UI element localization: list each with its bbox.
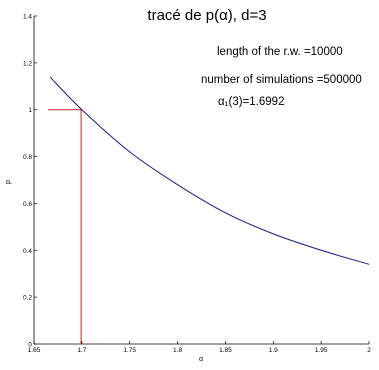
y-tick-label: 0.6 [23, 201, 32, 208]
x-tick-label: 1.9 [269, 347, 278, 354]
x-tick-label: 1.75 [123, 347, 136, 354]
plot-area [33, 16, 369, 345]
y-tick-label: 1 [28, 107, 32, 114]
y-axis-label: p [5, 180, 12, 184]
x-tick-label: 1.7 [77, 347, 86, 354]
y-tick-label: 0 [28, 342, 32, 349]
y-tick-label: 1.2 [23, 60, 32, 67]
x-tick-label: 1.65 [28, 347, 41, 354]
y-tick-label: 0.4 [23, 248, 32, 255]
x-tick-label: 2 [367, 347, 371, 354]
x-tick-label: 1.95 [315, 347, 328, 354]
y-tick-label: 1.4 [23, 14, 32, 21]
chart-title: tracé de p(α), d=3 [147, 7, 266, 24]
annotation-walk-length: length of the r.w. =10000 [217, 46, 343, 58]
axis-ticks: 1.65 1.7 1.75 1.8 1.85 1.9 1.95 2 0 0.2 0.4 0.6 0.8 1… [23, 14, 371, 355]
y-tick-label: 0.2 [23, 295, 32, 302]
annotation-alpha-value: α₁(3)=1.6992 [218, 96, 284, 108]
reference-lines [48, 109, 82, 344]
y-tick-label: 0.8 [23, 154, 32, 161]
x-tick-label: 1.85 [219, 347, 232, 354]
annotation-simulations: number of simulations =500000 [201, 74, 362, 86]
x-tick-label: 1.8 [173, 347, 182, 354]
series-group [49, 76, 370, 265]
x-axis-label: α [199, 356, 203, 363]
series-line [49, 76, 370, 265]
